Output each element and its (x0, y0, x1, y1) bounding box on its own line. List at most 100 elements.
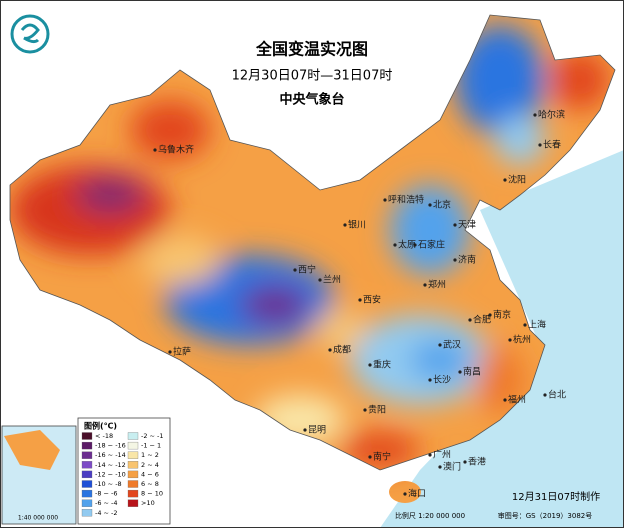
city-label: 哈尔滨 (538, 109, 565, 121)
city-label: 南宁 (373, 451, 391, 463)
city-label: 沈阳 (508, 174, 526, 186)
legend-swatch (81, 480, 93, 488)
city-dot (543, 393, 547, 397)
legend-label: < -18 (95, 432, 113, 440)
city-dot (383, 198, 387, 202)
city-label: 澳门 (443, 461, 461, 473)
legend-label: -1 ~ 1 (141, 442, 161, 450)
city-label: 贵阳 (368, 404, 386, 416)
city-label: 西宁 (298, 264, 316, 276)
city-label: 台北 (548, 389, 566, 401)
sea (380, 150, 624, 528)
legend-swatch (81, 470, 93, 479)
inset-scale: 1:40 000 000 (18, 515, 58, 522)
city-label: 成都 (333, 344, 351, 356)
city-label: 长沙 (433, 374, 451, 386)
legend-label: 1 ~ 2 (141, 451, 159, 459)
city-dot (488, 313, 492, 317)
city-label: 太原 (398, 239, 416, 251)
legend-swatch (127, 432, 139, 440)
city-dot (403, 492, 407, 496)
legend-swatch (127, 441, 139, 450)
legend-label: 8 ~ 10 (141, 490, 163, 498)
city-label: 乌鲁木齐 (158, 144, 194, 156)
legend-swatch (127, 461, 139, 469)
logo (10, 14, 50, 54)
legend-label: -4 ~ -2 (95, 509, 118, 517)
city-dot (463, 460, 467, 464)
city-label: 合肥 (473, 314, 491, 326)
scale: 比例尺 1:20 000 000 (395, 511, 465, 520)
legend-label: -10 ~ -8 (95, 480, 122, 488)
city-dot (458, 370, 462, 374)
legend-swatch (81, 461, 93, 469)
city-dot (453, 258, 457, 262)
city-dot (428, 453, 432, 457)
legend-label: -8 ~ -6 (95, 490, 118, 498)
city-dot (318, 278, 322, 282)
subtitle: 12月30日07时—31日07时 (232, 69, 393, 84)
city-dot (363, 408, 367, 412)
city-label: 呼和浩特 (388, 194, 424, 206)
city-dot (358, 298, 362, 302)
city-label: 北京 (433, 199, 451, 211)
city-label: 广州 (433, 449, 451, 461)
city-label: 武汉 (443, 339, 461, 351)
city-label: 兰州 (323, 274, 341, 286)
legend-label: -18 ~ -16 (95, 442, 126, 450)
city-dot (438, 465, 442, 469)
city-dot (503, 178, 507, 182)
city-dot (168, 350, 172, 354)
city-label: 香港 (468, 456, 486, 468)
legend: < -18 -18 ~ -16-16 ~ -14 -14 ~ -12-12 ~ -1… (81, 432, 164, 517)
legend-swatch (127, 499, 139, 507)
border (9, 14, 616, 471)
city-dot (523, 323, 527, 327)
legend-swatch (127, 489, 139, 498)
made-time: 12月31日07时制作 (512, 490, 600, 503)
city-dot (393, 243, 397, 247)
legend-label: -2 ~ -1 (141, 432, 164, 440)
legend-swatch (81, 451, 93, 459)
city-dot (413, 243, 417, 247)
city-label: 济南 (458, 254, 476, 266)
city-label: 南京 (493, 309, 511, 321)
city-label: 天津 (458, 220, 476, 231)
city-label: 郑州 (428, 279, 446, 291)
city-dot (438, 343, 442, 347)
legend-swatch (81, 441, 93, 450)
legend-swatch (81, 432, 93, 440)
city-dot (428, 378, 432, 382)
approval: 审图号：GS（2019）3082号 (498, 511, 593, 520)
city-dot (293, 268, 297, 272)
inset-land (4, 430, 60, 470)
legend-label: -12 ~ -10 (95, 470, 126, 478)
city-label: 南昌 (463, 366, 481, 378)
city-dot (503, 398, 507, 402)
legend-title: 图例(℃) (84, 421, 117, 431)
city-dot (303, 428, 307, 432)
city-label: 海口 (408, 488, 426, 500)
city-label: 银川 (348, 219, 366, 231)
legend-label: 4 ~ 6 (141, 470, 159, 478)
city-dot (343, 223, 347, 227)
legend-label: -6 ~ -4 (95, 499, 118, 507)
legend-label: -14 ~ -12 (95, 461, 126, 469)
city-dot (453, 223, 457, 227)
legend-label: 6 ~ 8 (141, 480, 159, 488)
city-label: 杭州 (513, 334, 531, 346)
city-dot (508, 338, 512, 342)
city-dot (533, 113, 537, 117)
legend-label: >10 (141, 499, 155, 507)
city-dot (328, 348, 332, 352)
city-dot (538, 143, 542, 147)
city-dot (468, 318, 472, 322)
legend-swatch (127, 470, 139, 479)
city-label: 拉萨 (173, 346, 191, 358)
legend-swatch (81, 489, 93, 498)
city-dot (368, 455, 372, 459)
legend-swatch (81, 499, 93, 507)
logo-mark (20, 23, 40, 44)
